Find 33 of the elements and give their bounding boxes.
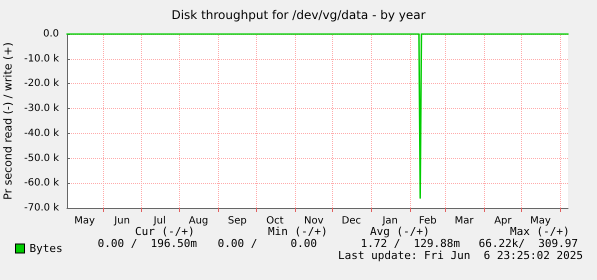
text: Min (-/+) bbox=[268, 225, 328, 238]
x-tick-label: May bbox=[530, 216, 551, 226]
text: Avg (-/+) bbox=[370, 225, 430, 238]
x-tick-label: Dec bbox=[342, 216, 361, 226]
y-tick-label: -10.0 k bbox=[24, 53, 60, 64]
x-tick-label: Oct bbox=[266, 216, 284, 226]
legend-label: Bytes bbox=[30, 242, 63, 255]
y-tick-label: -70.0 k bbox=[24, 202, 60, 214]
y-tick-label: -40.0 k bbox=[24, 128, 60, 139]
y-tick-label: -60.0 k bbox=[24, 178, 60, 189]
x-tick-label: Apr bbox=[494, 216, 512, 226]
text: 0.00 / 196.50m bbox=[98, 237, 198, 250]
text: 1.72 / 129.88m bbox=[360, 237, 460, 250]
x-tick-label: Jun bbox=[113, 216, 130, 226]
chart-title: Disk throughput for /dev/vg/data - by year bbox=[171, 8, 426, 22]
x-tick-label: Mar bbox=[454, 216, 474, 226]
text: Last update: Fri Jun 6 23:25:02 2025 bbox=[338, 249, 584, 262]
y-tick-label: -30.0 k bbox=[24, 103, 60, 114]
text: Max (-/+) bbox=[510, 225, 570, 238]
text: Cur (-/+) bbox=[135, 225, 195, 238]
text: 0.00 / 0.00 bbox=[218, 237, 318, 250]
y-tick-label: 0.0 bbox=[43, 28, 59, 40]
x-tick-label: Nov bbox=[304, 216, 324, 226]
x-tick-label: Aug bbox=[188, 216, 208, 226]
x-tick-label: May bbox=[74, 216, 95, 226]
x-tick-label: Jan bbox=[381, 216, 398, 226]
x-tick-label: Sep bbox=[228, 216, 247, 226]
y-tick-label: -20.0 k bbox=[24, 78, 60, 90]
y-axis-title: Pr second read (-) / write (+) bbox=[1, 42, 14, 200]
y-tick-label: -50.0 k bbox=[24, 152, 60, 164]
x-tick-label: Jul bbox=[152, 216, 166, 226]
text: 66.22k/ 309.97 bbox=[478, 237, 578, 250]
x-tick-label: Feb bbox=[418, 216, 437, 226]
